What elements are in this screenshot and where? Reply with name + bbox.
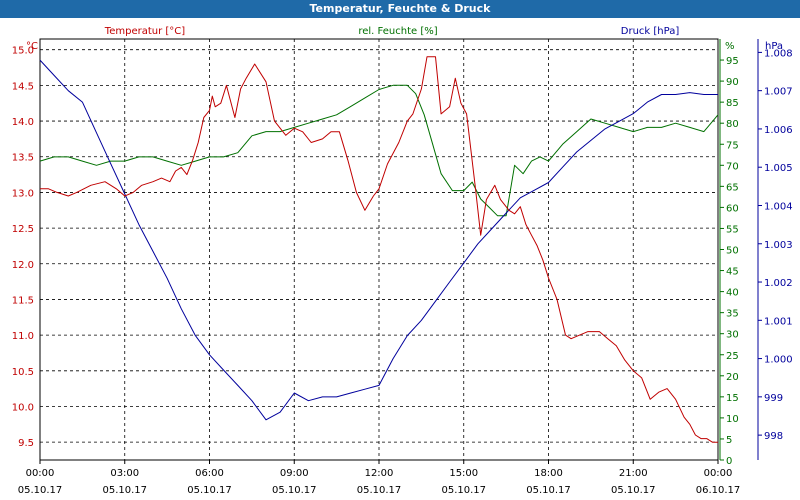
humidity-tick-label: 35 [726,309,739,320]
series-layer [39,56,719,443]
time-axis: 00:00 05.10.17 03:00 05.10.17 06:00 05.10.17 0… [18,460,741,496]
pressure-series-line [39,59,718,421]
date-tick-label: 05.10.17 [187,485,232,496]
temperature-tick-label: 10.0 [12,402,34,413]
humidity-tick-label: 45 [726,267,739,278]
humidity-tick-label: 10 [726,414,739,425]
date-tick-label: 05.10.17 [357,485,402,496]
humidity-tick-label: 30 [726,330,739,341]
pressure-tick-label: 1.008 [764,48,793,59]
temperature-tick-label: 9.5 [18,438,34,449]
humidity-tick-label: 15 [726,393,739,404]
humidity-tick-label: 50 [726,246,739,257]
pressure-tick-label: 1.001 [764,316,793,327]
time-tick-label: 06:00 [195,468,224,479]
pressure-tick-label: 1.002 [764,278,793,289]
temperature-tick-label: 14.5 [12,81,34,92]
temperature-axis-label: Temperatur [°C] [104,26,185,37]
humidity-tick-label: 5 [726,435,732,446]
temperature-tick-label: 12.0 [12,260,34,271]
pressure-axis: 998 999 1.000 1.001 1.002 1.003 1.004 1.005 1.00… [757,39,793,460]
date-tick-label: 05.10.17 [441,485,486,496]
humidity-axis-label: rel. Feuchte [%] [358,26,437,37]
humidity-tick-label: 40 [726,288,739,299]
temperature-series-line [40,56,718,443]
humidity-unit: % [725,41,735,52]
pressure-tick-label: 1.004 [764,201,793,212]
time-tick-label: 00:00 [704,468,733,479]
pressure-tick-label: 999 [764,393,783,404]
humidity-tick-label: 20 [726,372,739,383]
humidity-tick-label: 75 [726,140,739,151]
temperature-unit: °C [26,41,38,52]
pressure-axis-label: Druck [hPa] [621,26,680,37]
time-tick-label: 21:00 [619,468,648,479]
humidity-tick-label: 65 [726,182,739,193]
pressure-unit: hPa [765,41,783,52]
humidity-tick-label: 95 [726,56,739,67]
humidity-tick-label: 60 [726,203,739,214]
temperature-tick-label: 13.5 [12,153,34,164]
humidity-axis: 0 5 10 15 20 25 30 35 40 45 50 55 60 65 70 75 80 85 90 95 [719,39,739,467]
temperature-axis: 9.5 10.0 10.5 11.0 11.5 12.0 12.5 13.0 13.5 14.0 1… [12,46,34,449]
time-tick-label: 18:00 [534,468,563,479]
pressure-tick-label: 1.000 [764,355,793,366]
pressure-tick-label: 1.006 [764,125,793,136]
time-tick-label: 12:00 [365,468,394,479]
humidity-tick-label: 85 [726,98,739,109]
humidity-series-line [39,84,719,217]
window-title: Temperatur, Feuchte & Druck [0,0,800,18]
pressure-tick-label: 998 [764,431,783,442]
time-tick-label: 00:00 [26,468,55,479]
temperature-tick-label: 14.0 [12,117,34,128]
pressure-tick-label: 1.005 [764,163,793,174]
humidity-tick-label: 55 [726,224,739,235]
temperature-tick-label: 11.0 [12,331,34,342]
humidity-tick-label: 90 [726,77,739,88]
pressure-tick-label: 1.007 [764,87,793,98]
temperature-tick-label: 13.0 [12,188,34,199]
humidity-tick-label: 80 [726,119,739,130]
temperature-tick-label: 15.0 [12,46,34,57]
humidity-tick-label: 25 [726,351,739,362]
humidity-tick-label: 0 [726,456,732,467]
humidity-tick-label: 70 [726,161,739,172]
chart-grid [40,39,718,460]
time-tick-label: 03:00 [110,468,139,479]
time-tick-label: 15:00 [449,468,478,479]
chart: 9.5 10.0 10.5 11.0 11.5 12.0 12.5 13.0 13.5 14.0 1… [0,18,800,500]
temperature-tick-label: 12.5 [12,224,34,235]
date-tick-label: 05.10.17 [526,485,571,496]
date-tick-label: 05.10.17 [611,485,656,496]
pressure-tick-label: 1.003 [764,240,793,251]
date-tick-label: 05.10.17 [18,485,63,496]
temperature-tick-label: 10.5 [12,367,34,378]
time-tick-label: 09:00 [280,468,309,479]
date-tick-label: 05.10.17 [102,485,147,496]
date-tick-label: 05.10.17 [272,485,317,496]
temperature-tick-label: 11.5 [12,295,34,306]
date-tick-label: 06.10.17 [696,485,741,496]
